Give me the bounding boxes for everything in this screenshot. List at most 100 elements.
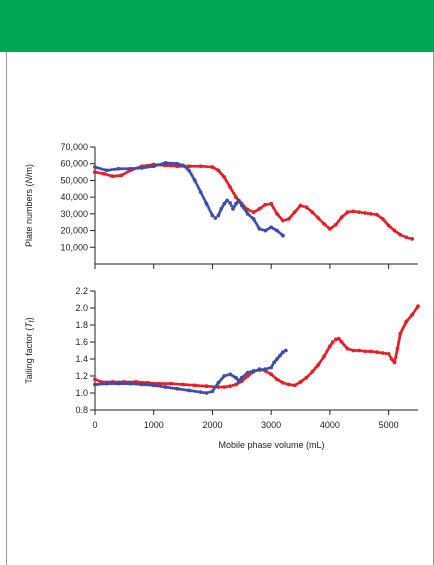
data-marker — [168, 164, 172, 168]
y-tick-label: 1.6 — [75, 337, 88, 347]
data-marker — [366, 211, 370, 215]
data-marker — [208, 209, 212, 213]
data-point — [263, 367, 268, 372]
data-marker — [315, 365, 319, 369]
data-marker — [185, 388, 189, 392]
y-tick-label: 60,000 — [60, 159, 88, 169]
data-marker — [297, 381, 301, 385]
data-point — [187, 164, 191, 169]
data-marker — [107, 382, 111, 386]
data-marker — [214, 167, 218, 171]
data-marker — [171, 161, 175, 165]
data-marker — [202, 391, 206, 395]
data-marker — [183, 383, 187, 387]
series-0 — [93, 304, 420, 389]
y-axis-label: Tailing factor (Tf) — [24, 317, 36, 383]
y-tick-label: 1.4 — [75, 354, 88, 364]
data-marker — [379, 215, 383, 219]
data-marker — [321, 357, 325, 361]
data-marker — [389, 225, 393, 229]
data-point — [192, 383, 197, 388]
data-marker — [185, 167, 189, 171]
data-marker — [119, 382, 123, 386]
data-point — [363, 349, 368, 354]
data-marker — [161, 162, 165, 166]
data-point — [251, 369, 256, 373]
data-point — [286, 382, 291, 387]
data-marker — [200, 384, 204, 388]
data-marker — [235, 200, 239, 204]
data-point — [333, 337, 338, 342]
series-1 — [93, 348, 288, 395]
data-point — [213, 216, 218, 220]
data-marker — [115, 174, 119, 178]
data-point — [257, 368, 262, 372]
data-marker — [221, 204, 225, 208]
y-tick-label: 1.8 — [75, 320, 88, 330]
data-marker — [301, 204, 305, 208]
data-marker — [267, 226, 271, 230]
data-marker — [244, 376, 248, 380]
data-marker — [238, 377, 242, 381]
data-marker — [308, 209, 312, 213]
data-marker — [395, 349, 399, 353]
data-marker — [415, 306, 419, 310]
data-marker — [198, 188, 202, 192]
data-marker — [119, 167, 123, 171]
data-marker — [192, 389, 196, 393]
data-marker — [248, 214, 252, 218]
data-marker — [198, 384, 202, 388]
data-marker — [189, 164, 193, 168]
data-marker — [279, 352, 283, 356]
data-marker — [186, 383, 190, 387]
data-marker — [354, 210, 358, 214]
data-marker — [378, 351, 382, 355]
data-marker — [98, 382, 102, 386]
data-marker — [391, 227, 395, 231]
data-marker — [196, 185, 200, 189]
data-point — [163, 385, 168, 389]
data-point — [386, 352, 391, 356]
data-marker — [271, 363, 275, 367]
data-marker — [221, 173, 225, 177]
data-marker — [142, 166, 146, 170]
data-marker — [100, 171, 104, 175]
data-marker — [366, 349, 370, 353]
data-marker — [244, 210, 248, 214]
data-marker — [326, 225, 330, 229]
x-tick-label: 2000 — [202, 420, 222, 430]
data-marker — [171, 164, 175, 168]
data-marker — [274, 359, 278, 363]
data-marker — [249, 209, 253, 213]
data-marker — [348, 210, 352, 214]
data-marker — [196, 390, 200, 394]
data-point — [116, 381, 121, 386]
data-marker — [403, 322, 407, 326]
data-marker — [413, 309, 417, 313]
data-marker — [178, 387, 182, 391]
data-marker — [249, 370, 253, 374]
data-marker — [302, 377, 306, 381]
data-marker — [218, 209, 222, 213]
data-marker — [291, 212, 295, 216]
y-axis-label: Plate numbers (N/m) — [24, 164, 34, 247]
data-marker — [189, 389, 193, 393]
data-marker — [176, 382, 180, 386]
data-marker — [227, 183, 231, 187]
data-marker — [393, 356, 397, 360]
data-marker — [372, 212, 376, 216]
data-marker — [108, 174, 112, 178]
y-tick-label: 2.2 — [75, 286, 88, 296]
data-point — [351, 209, 356, 214]
series-1 — [93, 160, 285, 238]
data-marker — [180, 387, 184, 391]
data-marker — [266, 202, 270, 206]
data-marker — [131, 382, 135, 386]
data-point — [181, 382, 185, 387]
data-point — [283, 348, 288, 353]
data-marker — [138, 382, 142, 386]
data-point — [269, 365, 274, 370]
data-point — [369, 211, 373, 216]
data-marker — [113, 174, 117, 178]
